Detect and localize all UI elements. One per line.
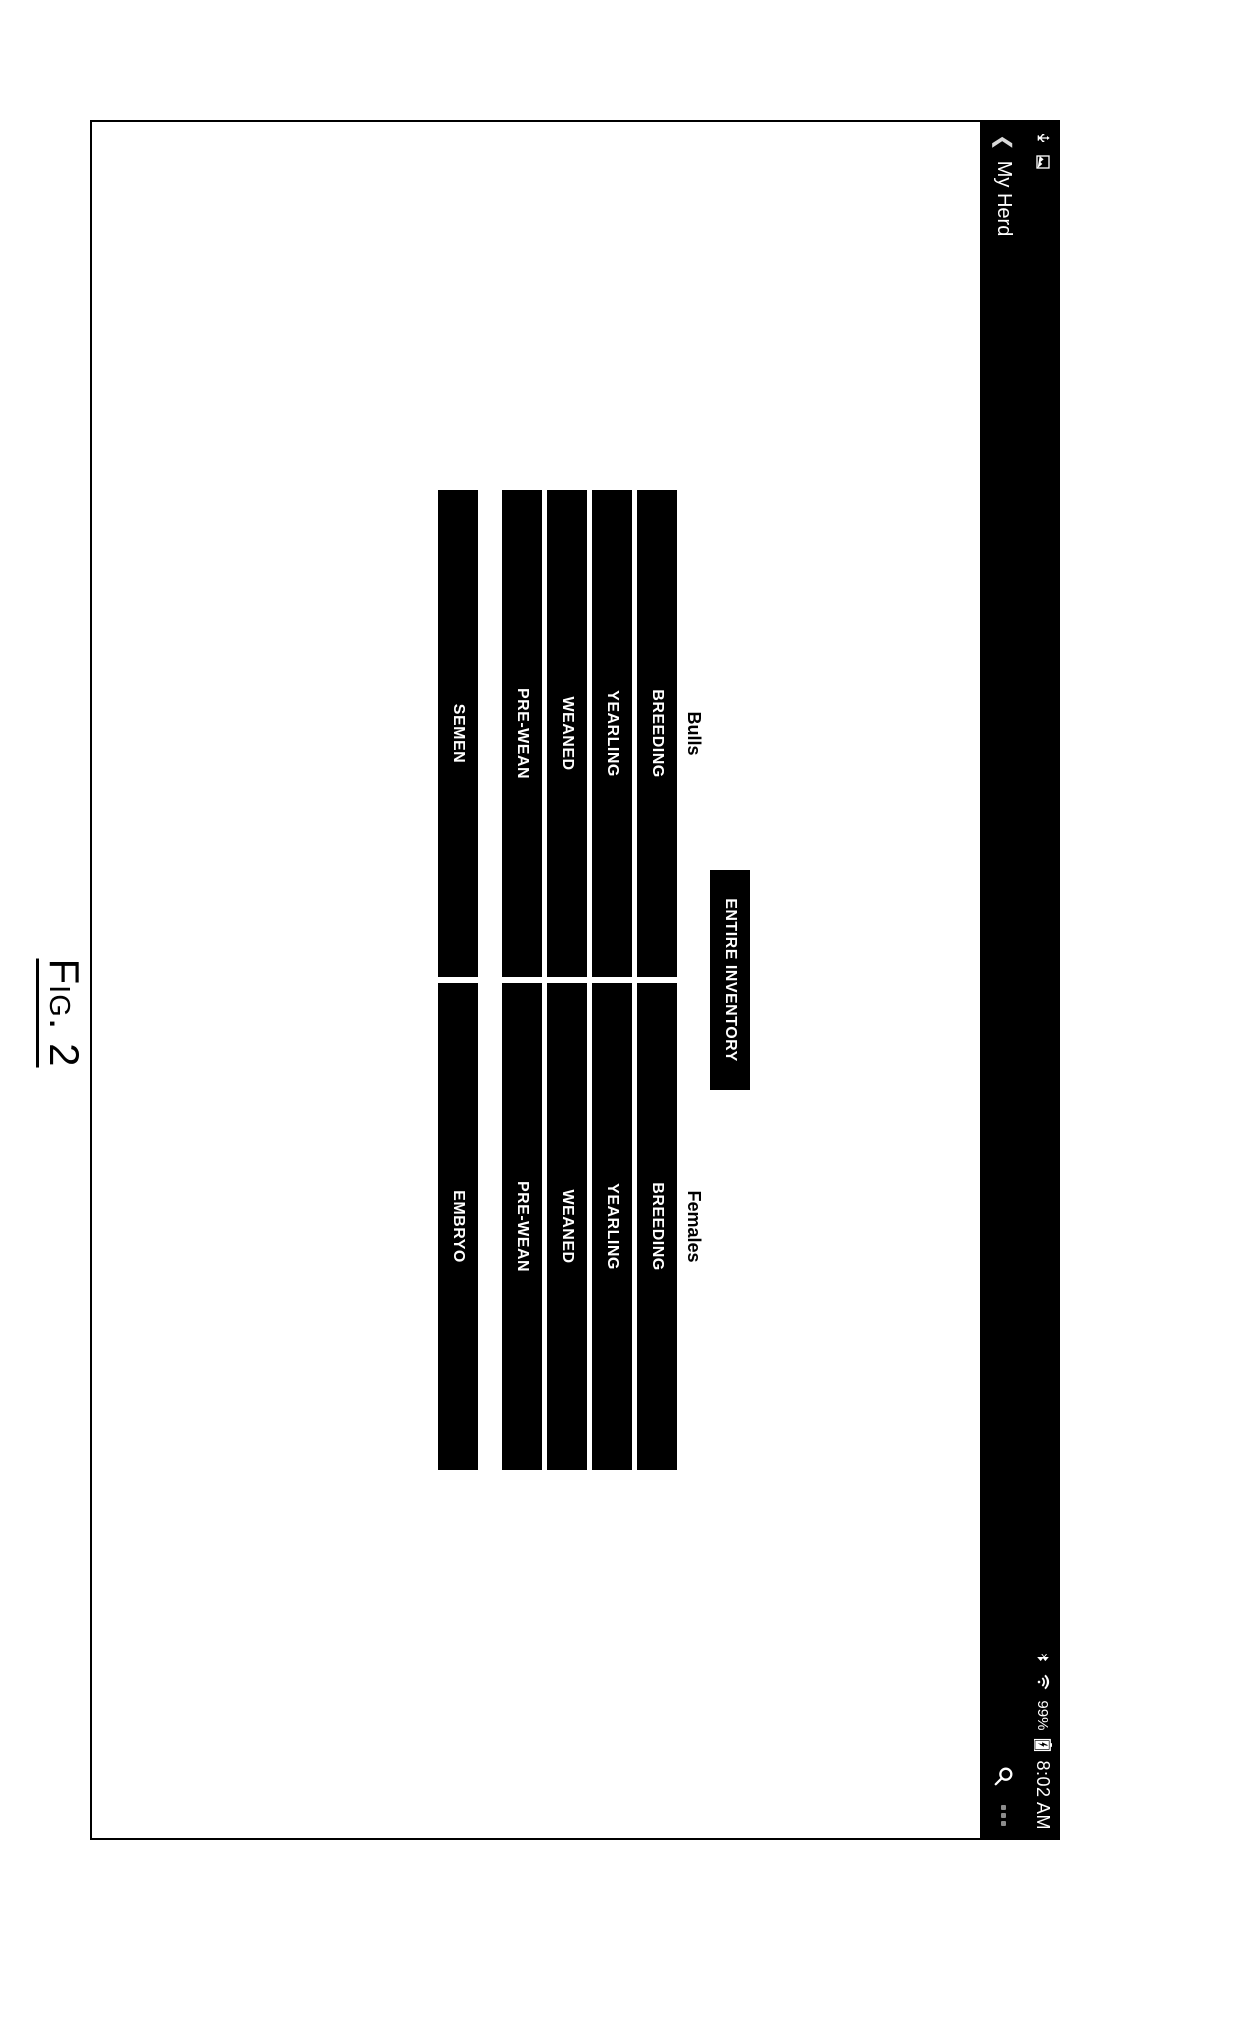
- females-embryo-button[interactable]: EMBRYO: [438, 983, 478, 1470]
- usb-icon: [1035, 130, 1051, 146]
- bulls-yearling-button[interactable]: YEARLING: [592, 490, 632, 977]
- overflow-menu-icon[interactable]: [1002, 1805, 1007, 1826]
- back-icon[interactable]: ❮: [992, 134, 1017, 151]
- bluetooth-icon: [1035, 1650, 1051, 1664]
- clock: 8:02 AM: [1033, 1760, 1054, 1830]
- app-body: ENTIRE INVENTORY Bulls BREEDING YEARLING…: [92, 122, 980, 1838]
- battery-icon: [1034, 1738, 1052, 1752]
- picture-icon: [1035, 154, 1051, 170]
- app-header: ❮ My Herd: [980, 122, 1028, 1838]
- bulls-breeding-button[interactable]: BREEDING: [637, 490, 677, 977]
- bulls-prewean-button[interactable]: PRE-WEAN: [502, 490, 542, 977]
- females-prewean-button[interactable]: PRE-WEAN: [502, 983, 542, 1470]
- figure-caption: Fig. 2: [40, 959, 88, 1068]
- page-title: My Herd: [993, 161, 1016, 237]
- females-column: Females BREEDING YEARLING WEANED PRE-WEA…: [438, 983, 704, 1470]
- bulls-weaned-button[interactable]: WEANED: [547, 490, 587, 977]
- status-bar: 99% 8:02 AM: [1028, 122, 1058, 1838]
- battery-percentage: 99%: [1035, 1700, 1052, 1730]
- females-breeding-button[interactable]: BREEDING: [637, 983, 677, 1470]
- females-header: Females: [683, 983, 704, 1470]
- wifi-icon: [1035, 1672, 1051, 1692]
- females-weaned-button[interactable]: WEANED: [547, 983, 587, 1470]
- bulls-column: Bulls BREEDING YEARLING WEANED PRE-WEAN …: [438, 490, 704, 977]
- bulls-semen-button[interactable]: SEMEN: [438, 490, 478, 977]
- screenshot-frame: 99% 8:02 AM ❮ My Herd: [90, 120, 1060, 1840]
- inventory-panel: ENTIRE INVENTORY Bulls BREEDING YEARLING…: [438, 490, 750, 1470]
- bulls-header: Bulls: [683, 490, 704, 977]
- females-yearling-button[interactable]: YEARLING: [592, 983, 632, 1470]
- entire-inventory-button[interactable]: ENTIRE INVENTORY: [710, 870, 750, 1090]
- search-icon[interactable]: [993, 1765, 1015, 1787]
